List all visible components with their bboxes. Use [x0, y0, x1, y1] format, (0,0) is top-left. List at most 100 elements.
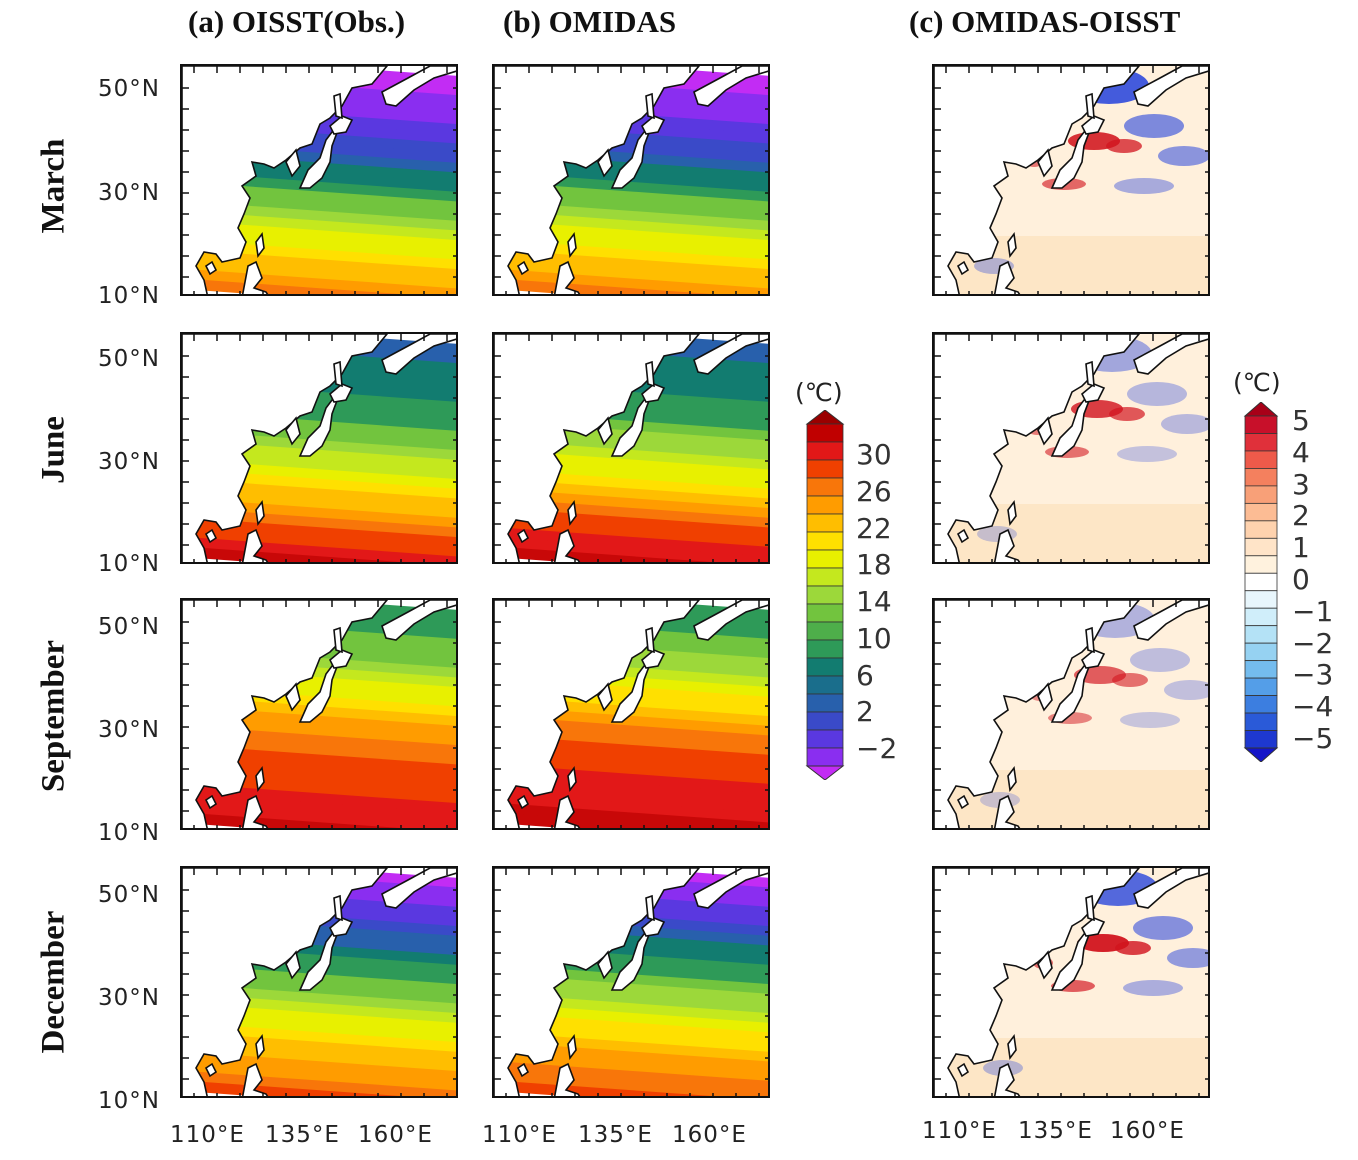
colorbar-segment: [806, 747, 844, 767]
lon-label-135e-c: 135°E: [1018, 1118, 1093, 1144]
map-svg: [494, 868, 768, 1096]
sst-band: [182, 517, 456, 548]
diff-anomaly: [1127, 382, 1187, 406]
lon-label-110e-b: 110°E: [482, 1122, 557, 1148]
colorbar-segment: [1244, 625, 1278, 644]
sst-band: [182, 1003, 456, 1034]
lat-label-30n-r2: 30°N: [98, 449, 160, 475]
lon-label-160e-b: 160°E: [672, 1122, 747, 1148]
diff-anomaly: [1117, 446, 1177, 462]
diff-anomaly: [1123, 980, 1183, 996]
diff-anomaly: [1109, 407, 1145, 421]
row-label-june: June: [35, 416, 72, 484]
map-panel-march-1: [492, 64, 770, 296]
land-polygon: [597, 148, 613, 178]
land-polygon: [597, 416, 613, 446]
colorbar-segment: [806, 441, 844, 461]
land-polygon: [645, 92, 655, 120]
colorbar-segment: [1244, 677, 1278, 696]
land-polygon: [241, 260, 269, 294]
sst-band: [494, 744, 768, 776]
colorbar-tick-label: 10: [856, 621, 892, 655]
colorbar-segment: [806, 495, 844, 515]
land-polygon: [1037, 950, 1053, 980]
row-label-december: December: [35, 910, 72, 1054]
sst-band: [494, 773, 768, 805]
map-svg: [494, 600, 768, 828]
sst-band: [494, 754, 768, 785]
row-label-september: September: [35, 639, 72, 793]
sst-colorbar: [805, 410, 845, 780]
map-svg: [934, 334, 1208, 562]
sst-band: [494, 1041, 768, 1073]
sst-band: [182, 744, 456, 776]
map-svg: [934, 600, 1208, 828]
lon-label-135e-a: 135°E: [265, 1122, 340, 1148]
land-polygon: [516, 1062, 530, 1078]
sst-band: [494, 507, 768, 539]
diff-anomaly: [1120, 712, 1180, 728]
colorbar-tick-label: 4: [1292, 435, 1310, 469]
map-svg: [494, 334, 768, 562]
land-polygon: [1085, 626, 1095, 654]
colorbar-tick-label: 6: [856, 658, 874, 692]
map-svg: [182, 868, 456, 1096]
sst-band: [182, 1022, 456, 1053]
colorbar-segment: [1244, 520, 1278, 539]
diff-anomaly: [1106, 139, 1142, 153]
column-title-c: (c) OMIDAS-OISST: [909, 4, 1181, 39]
land-polygon: [1085, 92, 1095, 120]
diff-anomaly: [1114, 178, 1174, 194]
sst-band: [494, 783, 768, 814]
colorbar-segment: [806, 549, 844, 569]
land-polygon: [1007, 765, 1017, 793]
land-polygon: [381, 600, 456, 641]
land-polygon: [1133, 868, 1208, 909]
sst-band: [182, 783, 456, 814]
colorbar-segment: [1244, 502, 1278, 522]
colorbar-segment: [1244, 607, 1278, 627]
colorbar-segment: [806, 477, 844, 497]
map-svg: [182, 600, 456, 828]
lat-label-50n-r1: 50°N: [98, 76, 160, 102]
sst-band: [182, 478, 456, 510]
sst-band: [494, 239, 768, 271]
sst-band: [182, 1032, 456, 1063]
diff-anomaly: [1158, 146, 1208, 166]
land-polygon: [381, 334, 456, 375]
sst-band: [494, 478, 768, 510]
sst-band: [182, 201, 456, 232]
map-panel-december-2: [932, 866, 1210, 1098]
land-polygon: [285, 682, 301, 712]
land-polygon: [645, 360, 655, 388]
map-panel-december-1: [492, 866, 770, 1098]
map-panel-december-0: [180, 866, 458, 1098]
sst-band: [182, 249, 456, 280]
land-polygon: [693, 66, 768, 107]
land-polygon: [1133, 334, 1208, 375]
land-polygon: [597, 682, 613, 712]
colorbar-segment: [1244, 642, 1278, 662]
lon-label-110e-a: 110°E: [170, 1122, 245, 1148]
colorbar-segment: [806, 567, 844, 587]
lat-label-10n-r2: 10°N: [98, 551, 160, 577]
land-polygon: [993, 794, 1021, 828]
map-panel-june-0: [180, 332, 458, 564]
map-panel-june-2: [932, 332, 1210, 564]
sst-band: [182, 983, 456, 1015]
row-label-march: March: [35, 138, 72, 234]
land-polygon: [567, 1033, 577, 1061]
land-polygon: [516, 794, 530, 810]
lat-label-30n-r4: 30°N: [98, 985, 160, 1011]
colorbar-segment: [806, 639, 844, 659]
land-polygon: [255, 1033, 265, 1061]
lat-label-10n-r1: 10°N: [98, 283, 160, 309]
land-polygon: [993, 1062, 1021, 1096]
sst-band: [494, 517, 768, 548]
map-panel-september-1: [492, 598, 770, 830]
lat-label-10n-r3: 10°N: [98, 820, 160, 846]
land-polygon: [693, 600, 768, 641]
colorbar-tick-label: 22: [856, 511, 892, 545]
land-polygon: [204, 794, 218, 810]
sst-band: [494, 735, 768, 766]
